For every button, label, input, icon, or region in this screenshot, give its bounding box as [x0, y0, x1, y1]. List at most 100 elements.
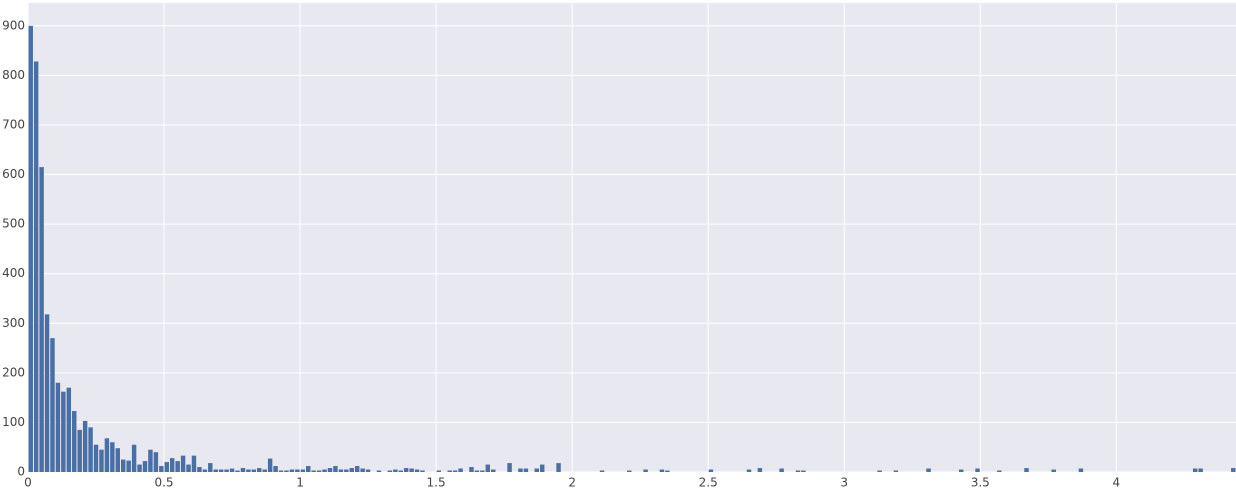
bar [142, 461, 148, 472]
bar [447, 470, 452, 472]
bar [267, 458, 273, 472]
bar [72, 411, 77, 472]
bar [958, 469, 964, 472]
bar [643, 469, 648, 472]
bar [893, 470, 899, 472]
bar [365, 469, 371, 472]
bar [795, 470, 801, 472]
bar [28, 25, 33, 473]
y-tick-label: 700 [2, 117, 25, 131]
bar [327, 468, 333, 472]
bar [801, 470, 806, 472]
bar [186, 464, 191, 472]
bar [82, 420, 88, 472]
bar [218, 469, 224, 472]
bar [926, 468, 931, 472]
bar [66, 387, 72, 472]
bar [202, 469, 208, 472]
x-tick-label: 1 [296, 476, 304, 490]
bar [398, 470, 403, 472]
bar [333, 466, 338, 472]
bar [229, 468, 235, 472]
bar [518, 468, 523, 472]
bar [88, 427, 93, 472]
bar [159, 466, 164, 472]
bar [55, 382, 61, 472]
bar [708, 469, 714, 472]
y-tick-label: 200 [2, 365, 25, 379]
bar [273, 466, 278, 472]
x-tick-label: 4 [1112, 476, 1120, 490]
bar [507, 463, 512, 472]
x-tick-label: 3.5 [971, 476, 990, 490]
bar [1231, 468, 1236, 472]
bar [344, 469, 349, 472]
bar [316, 470, 322, 472]
bar [360, 468, 365, 472]
y-tick-label: 100 [2, 415, 25, 429]
bar [213, 469, 218, 472]
bar [110, 442, 115, 472]
bar [153, 452, 159, 472]
bar [169, 458, 175, 472]
bar [191, 455, 197, 472]
bar [148, 449, 153, 472]
bar [659, 469, 665, 472]
bar [240, 468, 246, 472]
bar [99, 449, 104, 472]
bar [393, 469, 398, 472]
bar [104, 438, 110, 472]
bar [131, 444, 137, 472]
y-tick-label: 0 [17, 465, 25, 479]
bar [180, 455, 186, 472]
y-tick-label: 800 [2, 68, 25, 82]
bar [235, 470, 240, 472]
x-tick-label: 2.5 [699, 476, 718, 490]
bar [300, 469, 306, 472]
bar [877, 470, 882, 472]
x-tick-label: 0.5 [154, 476, 173, 490]
bar [1024, 468, 1029, 472]
bar [491, 469, 496, 472]
bar [485, 464, 491, 472]
bar [278, 470, 284, 472]
bar [480, 470, 485, 472]
bar [1192, 468, 1198, 472]
y-tick-label: 900 [2, 18, 25, 32]
bar [197, 467, 202, 472]
bar [306, 466, 311, 472]
bar [33, 61, 39, 472]
bar [474, 470, 480, 472]
bar [599, 470, 605, 472]
bar [523, 468, 529, 472]
bar [975, 468, 980, 472]
bar [409, 468, 414, 472]
bar [387, 470, 393, 472]
bar [376, 470, 382, 472]
bar [469, 467, 474, 472]
y-tick-label: 600 [2, 167, 25, 181]
bar [452, 470, 458, 472]
bar [556, 463, 561, 472]
bar [458, 468, 463, 472]
bar [322, 469, 327, 472]
bar [284, 470, 289, 472]
bar [262, 469, 267, 472]
x-tick-label: 3 [840, 476, 848, 490]
x-tick-label: 2 [568, 476, 576, 490]
bar [354, 466, 360, 472]
y-tick-label: 400 [2, 266, 25, 280]
bar [1198, 468, 1203, 472]
bar [403, 468, 409, 472]
bar [126, 460, 131, 472]
plot-area [28, 3, 1236, 472]
bar [121, 459, 126, 472]
bar [39, 167, 44, 473]
bar [289, 469, 295, 472]
bar [338, 469, 344, 472]
y-tick-label: 300 [2, 316, 25, 330]
bar [175, 461, 180, 472]
y-tick-label: 500 [2, 217, 25, 231]
bar [534, 468, 539, 472]
